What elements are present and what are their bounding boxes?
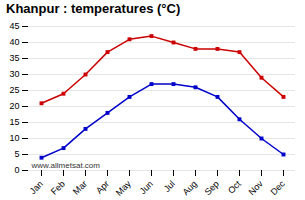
svg-text:30: 30: [9, 69, 19, 79]
svg-text:Jun: Jun: [138, 179, 155, 196]
html-text:Khanpur : temperatures (°C): Khanpur : temperatures (°C): [6, 1, 181, 16]
svg-text:Aug: Aug: [181, 179, 199, 197]
svg-text:Dec: Dec: [269, 178, 288, 197]
svg-text:15: 15: [9, 117, 19, 127]
svg-text:5: 5: [14, 149, 19, 159]
svg-text:25: 25: [9, 85, 19, 95]
svg-text:May: May: [114, 178, 133, 197]
svg-text:Nov: Nov: [247, 178, 266, 197]
svg-text:10: 10: [9, 133, 19, 143]
svg-text:Sep: Sep: [203, 179, 221, 197]
svg-text:www.allmetsat.com: www.allmetsat.com: [31, 161, 101, 170]
svg-text:Jul: Jul: [162, 179, 177, 194]
svg-text:Oct: Oct: [226, 178, 243, 195]
svg-text:20: 20: [9, 101, 19, 111]
svg-text:Apr: Apr: [94, 179, 111, 196]
svg-text:Mar: Mar: [71, 179, 89, 197]
svg-text:35: 35: [9, 53, 19, 63]
svg-text:Feb: Feb: [49, 179, 67, 197]
svg-text:45: 45: [9, 21, 19, 31]
svg-text:0: 0: [14, 165, 19, 175]
svg-text:40: 40: [9, 37, 19, 47]
svg-text:Jan: Jan: [28, 179, 45, 196]
